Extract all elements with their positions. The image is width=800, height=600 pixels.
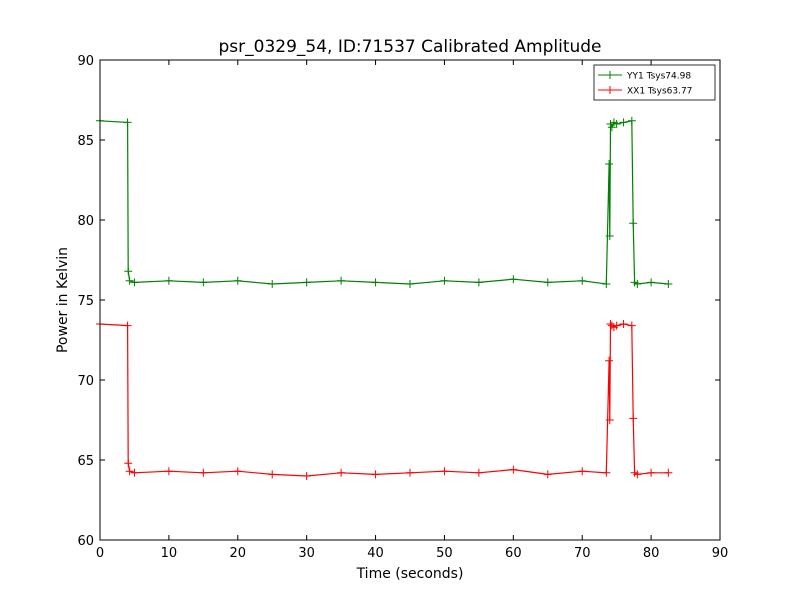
- series-line: [99, 322, 669, 477]
- x-tick-label: 70: [574, 546, 591, 561]
- data-point: [664, 468, 673, 477]
- y-tick-label: 75: [77, 294, 94, 309]
- plot-frame: [99, 59, 721, 541]
- plot-area: [96, 116, 673, 480]
- legend-marker: [606, 86, 614, 94]
- legend: YY1 Tsys74.98 XX1 Tsys63.77: [593, 64, 716, 101]
- data-point: [509, 275, 518, 284]
- data-point: [233, 467, 242, 476]
- x-tick-label: 90: [712, 546, 729, 561]
- data-point: [123, 118, 132, 127]
- y-axis-label: Power in Kelvin: [55, 247, 71, 353]
- data-point: [130, 278, 139, 287]
- legend-box: [593, 64, 716, 101]
- data-point: [605, 416, 614, 424]
- data-point: [337, 468, 346, 477]
- y-tick-label: 90: [77, 54, 94, 69]
- data-point: [605, 160, 614, 168]
- legend-item: XX1 Tsys63.77: [598, 86, 692, 97]
- data-point: [629, 219, 638, 228]
- data-point: [612, 321, 621, 330]
- data-point: [602, 468, 611, 477]
- x-tick-label: 0: [96, 546, 104, 561]
- data-point: [605, 356, 614, 365]
- data-point: [406, 468, 414, 477]
- data-point: [371, 470, 380, 479]
- data-point: [606, 320, 615, 328]
- data-point: [124, 267, 133, 276]
- data-point: [664, 280, 673, 288]
- data-point: [164, 467, 173, 476]
- data-point: [302, 278, 311, 287]
- series-1: [96, 116, 673, 288]
- data-point: [602, 280, 611, 288]
- data-point: [124, 459, 133, 468]
- data-point: [268, 470, 277, 479]
- x-tick-label: 20: [230, 546, 247, 561]
- axes: 0 10 20 30 40 50 60 70 80 90 60 65 70 75 80 85 90: [77, 54, 728, 561]
- chart-title: psr_0329_54, ID:71537 Calibrated Amplitu…: [218, 37, 601, 57]
- data-point: [543, 470, 552, 479]
- data-point: [302, 472, 311, 480]
- x-tick-label: 10: [161, 546, 178, 561]
- data-point: [199, 468, 208, 477]
- y-tick-label: 80: [77, 214, 94, 229]
- y-tick-label: 60: [77, 534, 94, 549]
- x-axis-label: Time (seconds): [356, 566, 464, 582]
- data-point: [125, 467, 134, 476]
- data-point: [605, 232, 614, 240]
- data-point: [440, 276, 449, 285]
- legend-item: YY1 Tsys74.98: [598, 71, 691, 82]
- data-point: [123, 321, 132, 330]
- data-point: [619, 320, 628, 328]
- x-tick-label: 80: [643, 546, 660, 561]
- data-point: [607, 123, 616, 132]
- y-tick-label: 65: [77, 454, 94, 469]
- series-2: [96, 320, 673, 480]
- legend-label: YY1 Tsys74.98: [626, 72, 691, 82]
- data-point: [371, 278, 380, 287]
- data-point: [629, 414, 638, 423]
- data-point: [633, 280, 642, 288]
- data-point: [474, 468, 483, 477]
- data-point: [612, 120, 621, 128]
- legend-label: XX1 Tsys63.77: [627, 87, 692, 97]
- data-point: [578, 276, 587, 285]
- data-point: [164, 276, 173, 285]
- data-point: [647, 468, 656, 477]
- data-point: [647, 278, 656, 287]
- data-point: [406, 280, 414, 288]
- data-point: [627, 321, 636, 330]
- legend-marker: [606, 71, 614, 79]
- data-point: [125, 276, 134, 285]
- data-point: [627, 116, 636, 125]
- series-line: [99, 120, 669, 285]
- x-tick-label: 50: [436, 546, 453, 561]
- data-point: [619, 118, 628, 127]
- x-tick-label: 60: [505, 546, 522, 561]
- x-tick-label: 30: [298, 546, 315, 561]
- data-point: [233, 276, 242, 285]
- data-point: [474, 278, 483, 287]
- data-point: [268, 280, 277, 288]
- y-tick-label: 70: [77, 374, 94, 389]
- data-point: [199, 278, 208, 287]
- data-point: [130, 468, 139, 477]
- data-point: [509, 465, 518, 474]
- y-tick-label: 85: [77, 134, 94, 149]
- data-point: [337, 276, 346, 285]
- data-point: [633, 470, 642, 479]
- data-point: [440, 467, 449, 476]
- data-point: [543, 278, 552, 287]
- x-tick-label: 40: [367, 546, 384, 561]
- data-point: [578, 467, 587, 476]
